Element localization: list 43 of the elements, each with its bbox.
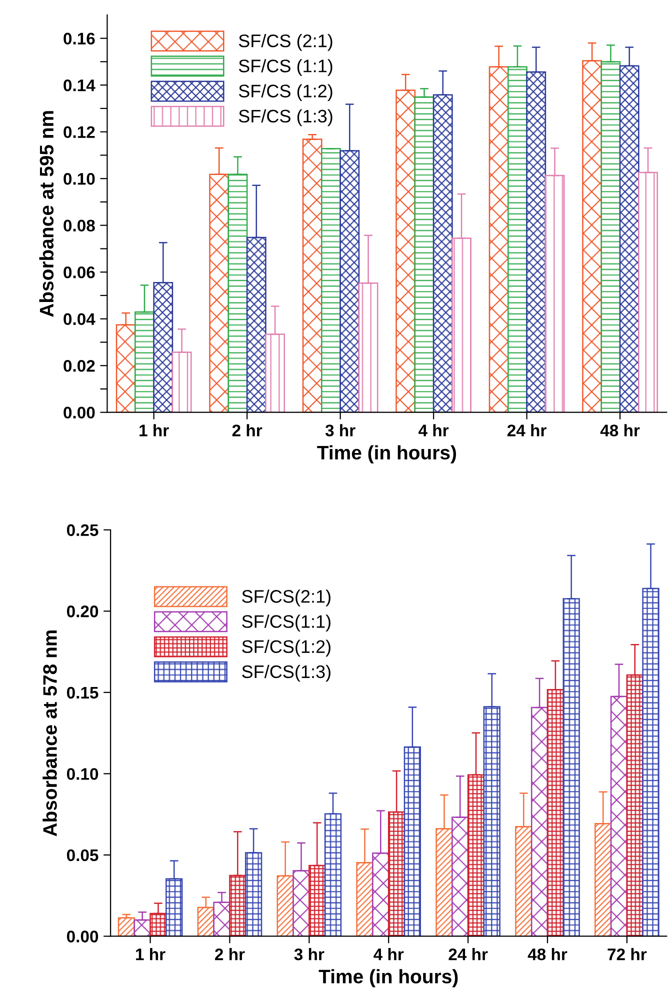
y-tick-label: 0.20 [66,606,98,618]
y-tick-label: 0.00 [66,930,98,942]
x-axis-title: Time (in hours) [318,969,458,988]
x-axis-title: Time (in hours) [317,445,456,464]
x-tick-label: 48 hr [600,424,640,436]
legend-label: SF/CS(1:2) [242,640,330,657]
x-tick-label: 72 hr [608,948,647,960]
bar [118,917,136,936]
x-tick-label: 2 hr [232,424,262,436]
legend-label: SF/CS (1:3) [238,109,332,126]
legend-label: SF/CS (1:2) [238,84,332,102]
y-tick-label: 0.00 [64,406,95,419]
y-axis-title: Absorbance at 578 nm [42,630,57,836]
y-tick-label: 0.05 [66,849,98,862]
y-tick-label: 0.10 [64,172,95,185]
x-tick-label: 3 hr [325,424,356,436]
x-tick-label: 1 hr [136,948,166,960]
legend-label: SF/CS(1:1) [242,614,330,632]
legend-label: SF/CS (1:1) [238,59,332,76]
y-tick-label: 0.02 [64,360,95,372]
legend-label: SF/CS(1:3) [242,664,330,682]
bar [321,148,341,412]
legend-label: SF/CS(2:1) [242,590,330,606]
x-tick-label: 4 hr [374,948,404,960]
x-tick-label: 24 hr [507,424,546,436]
y-tick-label: 0.08 [64,220,95,232]
y-tick-label: 0.06 [64,266,95,278]
y-tick-label: 0.25 [66,524,98,536]
x-tick-label: 4 hr [418,424,449,436]
x-tick-label: 24 hr [448,948,488,960]
legend-label: SF/CS (2:1) [238,34,332,51]
x-tick-label: 1 hr [140,424,169,436]
x-tick-label: 3 hr [294,948,324,960]
y-tick-label: 0.15 [66,686,98,699]
y-tick-label: 0.12 [64,126,95,138]
y-tick-label: 0.16 [64,32,95,45]
y-tick-label: 0.10 [66,768,98,780]
y-tick-label: 0.14 [64,79,96,92]
y-tick-label: 0.04 [64,313,96,326]
x-tick-label: 48 hr [528,948,568,960]
x-tick-label: 2 hr [215,948,245,960]
y-axis-title: Absorbance at 595 nm [39,111,54,317]
bar [302,138,322,412]
